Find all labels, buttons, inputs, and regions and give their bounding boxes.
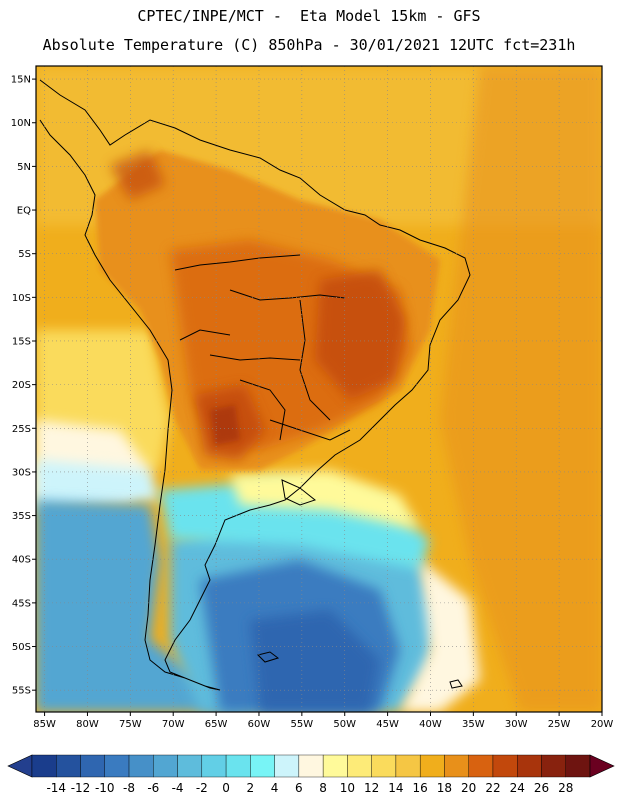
colorbar-label: 20: [461, 781, 476, 795]
colorbar-swatch: [492, 754, 518, 778]
colorbar-swatch: [201, 754, 227, 778]
colorbar-label: 14: [388, 781, 403, 795]
colorbar-swatch: [395, 754, 421, 778]
lat-tick-label: 25S: [12, 424, 31, 435]
map-title-line-2: Absolute Temperature (C) 850hPa - 30/01/…: [42, 36, 576, 54]
lon-tick-label: 55W: [291, 719, 314, 730]
colorbar-label: 0: [222, 781, 230, 795]
lon-tick-label: 20W: [591, 719, 614, 730]
lat-tick-label: 30S: [12, 467, 31, 478]
colorbar-swatch: [80, 754, 105, 778]
colorbar-label: 24: [510, 781, 525, 795]
lon-tick-label: 30W: [505, 719, 528, 730]
colorbar-swatch: [468, 754, 494, 778]
colorbar-label: 8: [319, 781, 327, 795]
lon-tick-label: 70W: [162, 719, 185, 730]
colorbar-arrow-low: [7, 754, 33, 778]
colorbar-swatch: [225, 754, 251, 778]
lat-tick-label: 15S: [12, 336, 31, 347]
lat-tick-label: 35S: [12, 511, 31, 522]
colorbar-label: -10: [95, 781, 115, 795]
colorbar-swatch: [565, 754, 591, 778]
colorbar-label: -6: [147, 781, 159, 795]
colorbar-label: 28: [558, 781, 573, 795]
lon-tick-label: 80W: [76, 719, 99, 730]
colorbar-label: -12: [71, 781, 91, 795]
longitude-axis: 85W 80W 75W 70W 65W 60W 55W 50W 45W 40W 35W 30W 25W 2…: [33, 712, 613, 730]
lat-tick-label: 10S: [12, 293, 31, 304]
colorbar-swatch: [347, 754, 372, 778]
colorbar-swatch: [104, 754, 130, 778]
colorbar-label: 10: [340, 781, 355, 795]
lat-tick-label: 20S: [12, 380, 31, 391]
lat-tick-label: 5S: [18, 249, 31, 260]
lon-tick-label: 75W: [119, 719, 142, 730]
colorbar: -14 -12 -10 -8 -6 -4 -2 0 2 4 6 8 10 12 14 16 18 20 22 24 26…: [7, 754, 615, 795]
colorbar-swatch: [517, 754, 542, 778]
colorbar-arrow-high: [589, 754, 615, 778]
colorbar-label: 6: [295, 781, 303, 795]
lat-tick-label: 55S: [12, 686, 31, 697]
colorbar-swatch: [322, 754, 348, 778]
lon-tick-label: 40W: [419, 719, 442, 730]
map-frame: [35, 65, 603, 713]
colorbar-swatch: [298, 754, 324, 778]
colorbar-label: 18: [437, 781, 452, 795]
colorbar-label: 4: [271, 781, 279, 795]
temperature-field: [36, 66, 602, 712]
colorbar-swatch: [274, 754, 300, 778]
colorbar-swatch: [371, 754, 397, 778]
latitude-axis: 15N 10N 5N EQ 5S 10S 15S 20S 25S 30S 35S 40S 45S 50S 5…: [11, 75, 36, 697]
colorbar-label: -4: [172, 781, 184, 795]
colorbar-label: -8: [123, 781, 135, 795]
lat-tick-label: 45S: [12, 598, 31, 609]
lon-tick-label: 35W: [462, 719, 485, 730]
colorbar-label: -2: [196, 781, 208, 795]
lon-tick-label: 65W: [205, 719, 228, 730]
colorbar-swatch: [541, 754, 566, 778]
colorbar-label: 26: [534, 781, 549, 795]
lat-tick-label: 15N: [11, 75, 31, 86]
lon-tick-label: 85W: [33, 719, 56, 730]
colorbar-label: 12: [364, 781, 379, 795]
colorbar-swatch: [128, 754, 154, 778]
lon-tick-label: 25W: [548, 719, 571, 730]
colorbar-swatch: [419, 754, 445, 778]
colorbar-swatch: [153, 754, 178, 778]
lat-tick-label: 5N: [17, 162, 31, 173]
lat-tick-label: 40S: [12, 555, 31, 566]
colorbar-label: 2: [247, 781, 255, 795]
lat-tick-label: 50S: [12, 642, 31, 653]
colorbar-label: -14: [46, 781, 66, 795]
colorbar-swatch: [250, 754, 275, 778]
lon-tick-label: 50W: [333, 719, 356, 730]
lon-tick-label: 60W: [248, 719, 271, 730]
colorbar-label: 16: [413, 781, 428, 795]
lon-tick-label: 45W: [376, 719, 399, 730]
coastline: [39, 79, 471, 691]
colorbar-label: 22: [485, 781, 500, 795]
lat-tick-label: 10N: [11, 118, 31, 129]
colorbar-swatch: [56, 754, 81, 778]
lat-tick-label: EQ: [17, 206, 31, 217]
colorbar-swatch: [444, 754, 469, 778]
colorbar-swatch: [31, 754, 57, 778]
map-title-line-1: CPTEC/INPE/MCT - Eta Model 15km - GFS: [137, 7, 481, 25]
colorbar-swatch: [177, 754, 203, 778]
